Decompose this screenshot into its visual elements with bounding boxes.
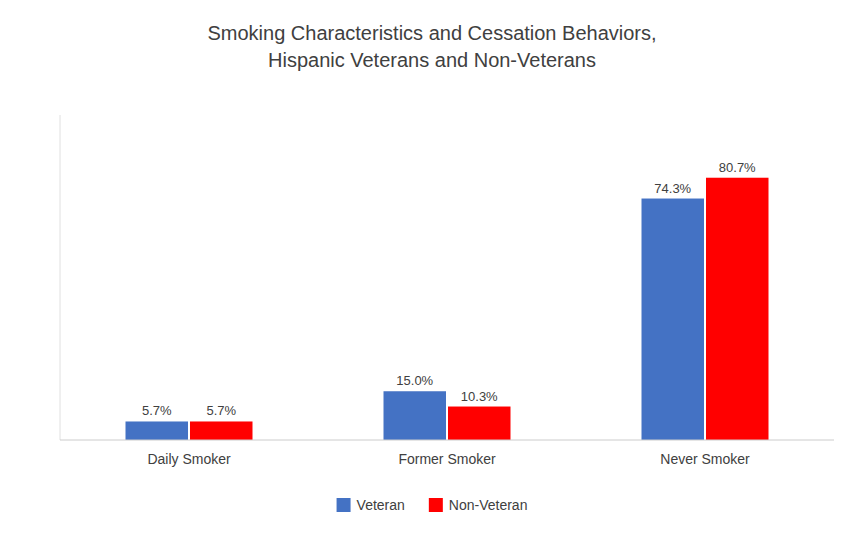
legend-label: Non-Veteran — [449, 497, 528, 513]
data-label: 10.3% — [461, 389, 498, 404]
legend: Veteran Non-Veteran — [337, 497, 528, 513]
data-label: 74.3% — [654, 181, 691, 196]
title-line: Hispanic Veterans and Non-Veterans — [268, 49, 596, 71]
title: Smoking Characteristics and Cessation Be… — [207, 22, 656, 71]
bar — [384, 391, 447, 440]
chart: Smoking Characteristics and Cessation Be… — [0, 0, 864, 550]
data-label: 5.7% — [206, 403, 236, 418]
legend-swatch — [337, 498, 351, 512]
legend-label: Veteran — [357, 497, 405, 513]
x-tick-label: Daily Smoker — [147, 451, 231, 467]
bar — [126, 421, 189, 440]
data-label: 5.7% — [142, 403, 172, 418]
legend-swatch — [429, 498, 443, 512]
bar — [642, 199, 705, 440]
bar — [448, 407, 511, 440]
x-tick-label: Never Smoker — [660, 451, 750, 467]
y-axis-line — [60, 115, 61, 440]
title-line: Smoking Characteristics and Cessation Be… — [207, 22, 656, 44]
bars — [126, 178, 769, 440]
bar — [706, 178, 769, 440]
data-label: 80.7% — [719, 160, 756, 175]
data-labels: 5.7% 5.7% 15.0% 10.3% 74.3% 80.7% — [142, 160, 756, 419]
x-axis-line — [60, 440, 834, 441]
data-label: 15.0% — [396, 373, 433, 388]
bar — [190, 421, 253, 440]
x-tick-label: Former Smoker — [398, 451, 496, 467]
